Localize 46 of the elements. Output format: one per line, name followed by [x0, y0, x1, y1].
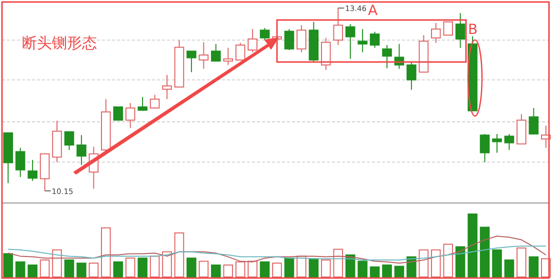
- bar: [40, 259, 50, 278]
- bar: [76, 262, 86, 278]
- bar: [394, 266, 404, 278]
- bar: [3, 253, 14, 278]
- annotation: 断头铡形态: [22, 34, 97, 52]
- bar: [52, 249, 62, 278]
- bar: [186, 258, 196, 278]
- bar: [248, 260, 258, 278]
- bar: [260, 261, 270, 278]
- bar: [138, 258, 148, 278]
- bar: [28, 264, 38, 278]
- bar: [150, 256, 160, 278]
- bar: [235, 261, 246, 278]
- bar: [162, 251, 172, 278]
- bar: [468, 214, 478, 278]
- bar: [174, 232, 184, 278]
- bar: [88, 262, 99, 278]
- bar: [430, 249, 441, 278]
- bar: [64, 259, 74, 278]
- bar: [272, 262, 282, 278]
- bar: [382, 264, 392, 278]
- bar: [210, 264, 221, 278]
- bar: [15, 261, 26, 278]
- bar: [455, 246, 466, 278]
- bar: [516, 248, 526, 278]
- bar: [358, 260, 368, 278]
- bar: [443, 244, 454, 278]
- bar: [223, 264, 234, 278]
- bar: [333, 248, 344, 278]
- bar: [125, 258, 136, 278]
- bar: [370, 266, 380, 278]
- bar: [198, 260, 209, 278]
- bar: [308, 258, 319, 278]
- bar: [406, 256, 416, 278]
- annotation: B: [468, 22, 478, 38]
- bar: [418, 249, 429, 278]
- annotation: A: [368, 3, 378, 19]
- bar: [320, 259, 331, 278]
- bar: [100, 227, 111, 278]
- bar: [480, 226, 490, 278]
- bar: [504, 259, 514, 278]
- bar: [492, 249, 502, 278]
- bar: [528, 256, 539, 278]
- bar: [113, 261, 124, 278]
- bar: [296, 256, 306, 278]
- bar: [284, 258, 294, 278]
